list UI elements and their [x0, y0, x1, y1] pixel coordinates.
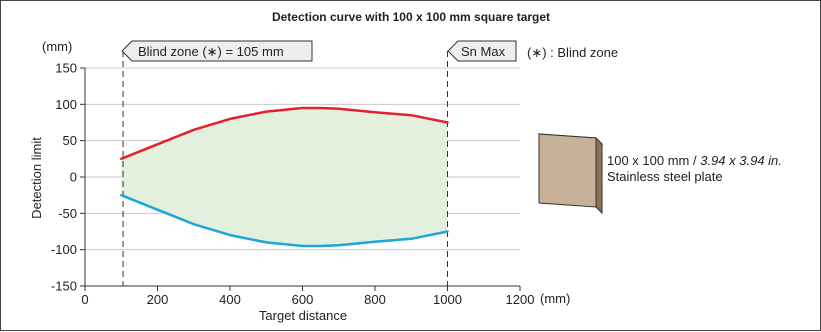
y-tick-label: 100 [55, 97, 77, 112]
marker-layer [122, 51, 448, 286]
plate-side-edge [595, 136, 603, 215]
x-axis-unit: (mm) [540, 291, 570, 306]
y-tick-label: -150 [51, 279, 77, 294]
y-tick-label: -50 [58, 206, 77, 221]
x-tick-label: 400 [219, 292, 241, 307]
blind-zone-callout: Blind zone (∗) = 105 mm [121, 40, 313, 62]
sn-max-label: Sn Max [461, 44, 506, 59]
blind-zone-label: Blind zone (∗) = 105 mm [138, 44, 284, 59]
x-tick-label: 1200 [506, 292, 535, 307]
y-tick-label: 50 [63, 133, 77, 148]
x-tick-label: 1000 [433, 292, 462, 307]
lower-limit-line [120, 193, 449, 248]
plate-face [538, 133, 597, 208]
y-tick-label: -100 [51, 242, 77, 257]
target-size-in: 3.94 x 3.94 in. [700, 153, 782, 168]
target-material-text: Stainless steel plate [607, 169, 723, 184]
target-size-text: 100 x 100 mm / 3.94 x 3.94 in. [607, 153, 782, 168]
x-tick-label: 0 [81, 292, 88, 307]
sn-max-callout: Sn Max [447, 40, 517, 62]
chart-title: Detection curve with 100 x 100 mm square… [272, 10, 550, 24]
detection-zone-fill [121, 108, 448, 246]
sn-max-tag [447, 40, 517, 62]
blind-zone-tag [121, 40, 313, 62]
x-tick-label: 600 [292, 292, 314, 307]
target-size-mm: 100 x 100 mm / [607, 153, 700, 168]
upper-limit-line [120, 106, 449, 161]
x-tick-label: 800 [364, 292, 386, 307]
x-axis-label: Target distance [259, 308, 347, 323]
y-tick-label: 150 [55, 61, 77, 76]
y-axis-label: Detection limit [29, 137, 44, 219]
stainless-plate-illustration [537, 133, 604, 215]
y-tick-label: 0 [70, 170, 77, 185]
axis-layer: 150 100 50 0 -50 -100 -150 0 200 400 600 800 1000 120… [51, 61, 534, 308]
series-layer [120, 106, 449, 248]
y-axis-unit: (mm) [42, 39, 72, 54]
fill-layer [121, 108, 448, 246]
blind-zone-legend-note: (∗) : Blind zone [527, 45, 618, 60]
x-tick-label: 200 [147, 292, 169, 307]
